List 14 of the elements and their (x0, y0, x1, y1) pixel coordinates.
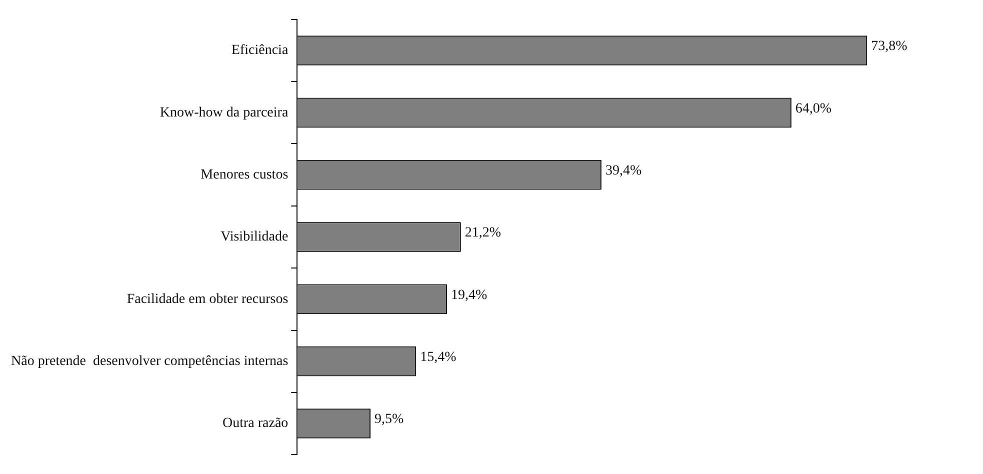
y-tick-label: Know-how da parceira (160, 105, 289, 120)
data-label: 21,2% (464, 226, 502, 241)
y-tick-label: Outra razão (222, 416, 288, 432)
y-tick-label: Não pretende desenvolver competências internas (10, 354, 288, 370)
data-label: 73,8% (871, 39, 908, 54)
y-tick-label: Eficiência (231, 43, 289, 58)
data-label: 39,4% (605, 164, 642, 178)
data-label: 64,0% (795, 101, 832, 116)
y-tick-label: Facilidade em obter recursos (126, 292, 288, 307)
data-label: 19,4% (450, 288, 488, 303)
y-tick-label: Menores custos (200, 168, 288, 182)
data-label: 9,5% (374, 412, 404, 428)
y-tick-label: Visibilidade (220, 230, 288, 245)
data-label: 15,4% (420, 350, 457, 366)
